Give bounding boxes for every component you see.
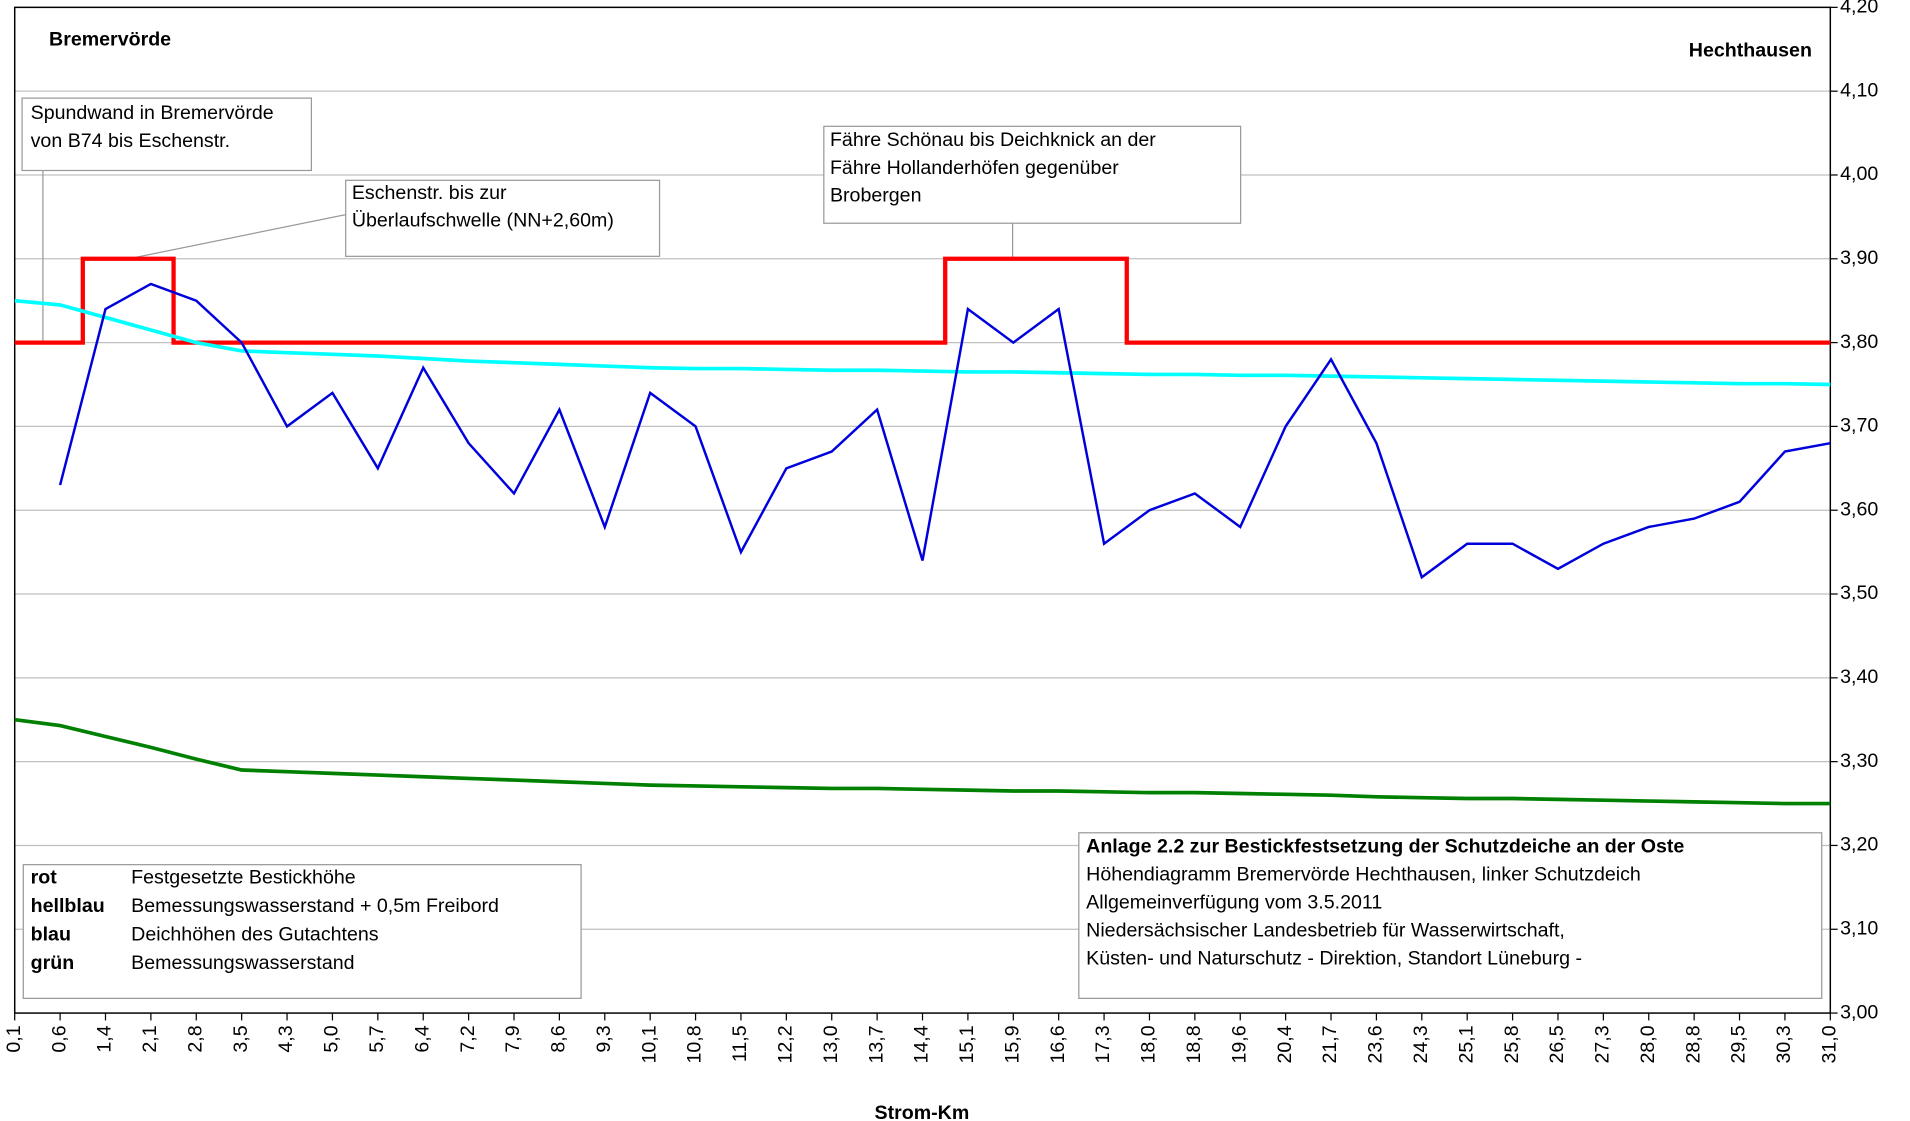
x-tick-label: 25,1 [1455,1025,1477,1063]
y-tick-label: 3,00 [1840,1001,1878,1023]
x-tick-label: 3,5 [230,1025,252,1052]
x-tick-label: 7,2 [457,1025,479,1052]
x-tick-label: 27,3 [1592,1025,1614,1063]
x-tick-label: 20,4 [1274,1025,1296,1063]
legend-box [22,864,582,999]
annotation-text: Überlaufschwelle (NN+2,60m) [352,210,614,232]
annotation-text: Spundwand in Bremervörde [31,102,274,124]
x-tick-label: 18,8 [1183,1025,1205,1063]
x-tick-label: 16,6 [1047,1025,1069,1063]
x-tick-label: 5,7 [366,1025,388,1052]
x-tick-label: 30,3 [1773,1025,1795,1063]
x-tick-label: 23,6 [1365,1025,1387,1063]
annotation-box [345,179,661,257]
x-tick-label: 29,5 [1728,1025,1750,1063]
leader-line [122,214,346,261]
x-tick-label: 13,0 [820,1025,842,1063]
x-tick-label: 15,9 [1001,1025,1023,1063]
y-tick-label: 4,20 [1840,0,1878,18]
legend-color-word: blau [31,923,71,945]
x-tick-label: 5,0 [321,1025,343,1052]
x-tick-label: 7,9 [502,1025,524,1052]
x-tick-label: 12,2 [775,1025,797,1063]
x-tick-label: 15,1 [956,1025,978,1063]
legend-color-word: grün [31,952,75,974]
x-tick-label: 21,7 [1319,1025,1341,1063]
y-tick-label: 3,90 [1840,247,1878,269]
y-tick-label: 3,50 [1840,582,1878,604]
series-line [14,717,1831,806]
y-tick-label: 3,40 [1840,666,1878,688]
x-tick-label: 28,8 [1682,1025,1704,1063]
legend-label: Festgesetzte Bestickhöhe [131,866,356,888]
annotation-text: Fähre Hollanderhöfen gegenüber [830,157,1119,179]
x-tick-label: 24,3 [1410,1025,1432,1063]
x-tick-label: 14,4 [911,1025,933,1063]
series-line [14,256,1831,345]
legend-label: Bemessungswasserstand + 0,5m Freibord [131,895,499,917]
info-text: Allgemeinverfügung vom 3.5.2011 [1086,892,1382,914]
place-left: Bremervörde [49,29,171,51]
info-box [1078,832,1823,999]
x-tick-label: 11,5 [729,1025,751,1062]
annotation-text: von B74 bis Eschenstr. [31,130,230,152]
y-tick-label: 4,00 [1840,163,1878,185]
x-tick-label: 28,0 [1637,1025,1659,1063]
annotation-text: Brobergen [830,184,922,206]
y-tick-label: 3,60 [1840,498,1878,520]
y-tick-label: 3,70 [1840,415,1878,437]
info-text: Höhendiagramm Bremervörde Hechthausen, l… [1086,864,1641,886]
x-tick-label: 19,6 [1228,1025,1250,1063]
y-tick-label: 3,80 [1840,331,1878,353]
x-tick-label: 1,4 [94,1025,116,1052]
x-tick-label: 2,8 [184,1025,206,1052]
x-tick-label: 26,5 [1546,1025,1568,1063]
info-text: Niedersächsischer Landesbetrieb für Wass… [1086,920,1565,942]
x-tick-label: 18,0 [1138,1025,1160,1063]
annotation-box [21,97,312,172]
x-tick-label: 0,1 [3,1025,25,1052]
annotation-text: Fähre Schönau bis Deichknick an der [830,129,1156,151]
y-tick-label: 4,10 [1840,79,1878,101]
legend-label: Deichhöhen des Gutachtens [131,923,379,945]
x-tick-label: 31,0 [1819,1025,1841,1063]
x-tick-label: 10,1 [638,1025,660,1063]
annotation-text: Eschenstr. bis zur [352,182,507,204]
legend-label: Bemessungswasserstand [131,952,354,974]
y-tick-label: 3,20 [1840,834,1878,856]
x-tick-label: 0,6 [48,1025,70,1052]
place-right: Hechthausen [1689,40,1812,62]
x-tick-label: 2,1 [139,1025,161,1052]
x-tick-label: 25,8 [1501,1025,1523,1063]
x-tick-label: 8,6 [548,1025,570,1052]
series-line [58,282,1831,580]
x-tick-label: 17,3 [1092,1025,1114,1063]
info-text: Anlage 2.2 zur Bestickfestsetzung der Sc… [1086,836,1684,858]
annotation-box [823,125,1242,224]
x-tick-label: 10,8 [684,1025,706,1063]
x-tick-label: 4,3 [275,1025,297,1052]
legend-color-word: hellblau [31,895,105,917]
x-axis-label: Strom-Km [875,1102,970,1121]
y-tick-label: 3,10 [1840,917,1878,939]
legend-color-word: rot [31,866,58,888]
x-tick-label: 6,4 [411,1025,433,1052]
x-tick-label: 13,7 [865,1025,887,1063]
y-tick-label: 3,30 [1840,750,1878,772]
x-tick-label: 9,3 [593,1025,615,1052]
series-line [14,298,1831,387]
info-text: Küsten- und Naturschutz - Direktion, Sta… [1086,948,1582,970]
